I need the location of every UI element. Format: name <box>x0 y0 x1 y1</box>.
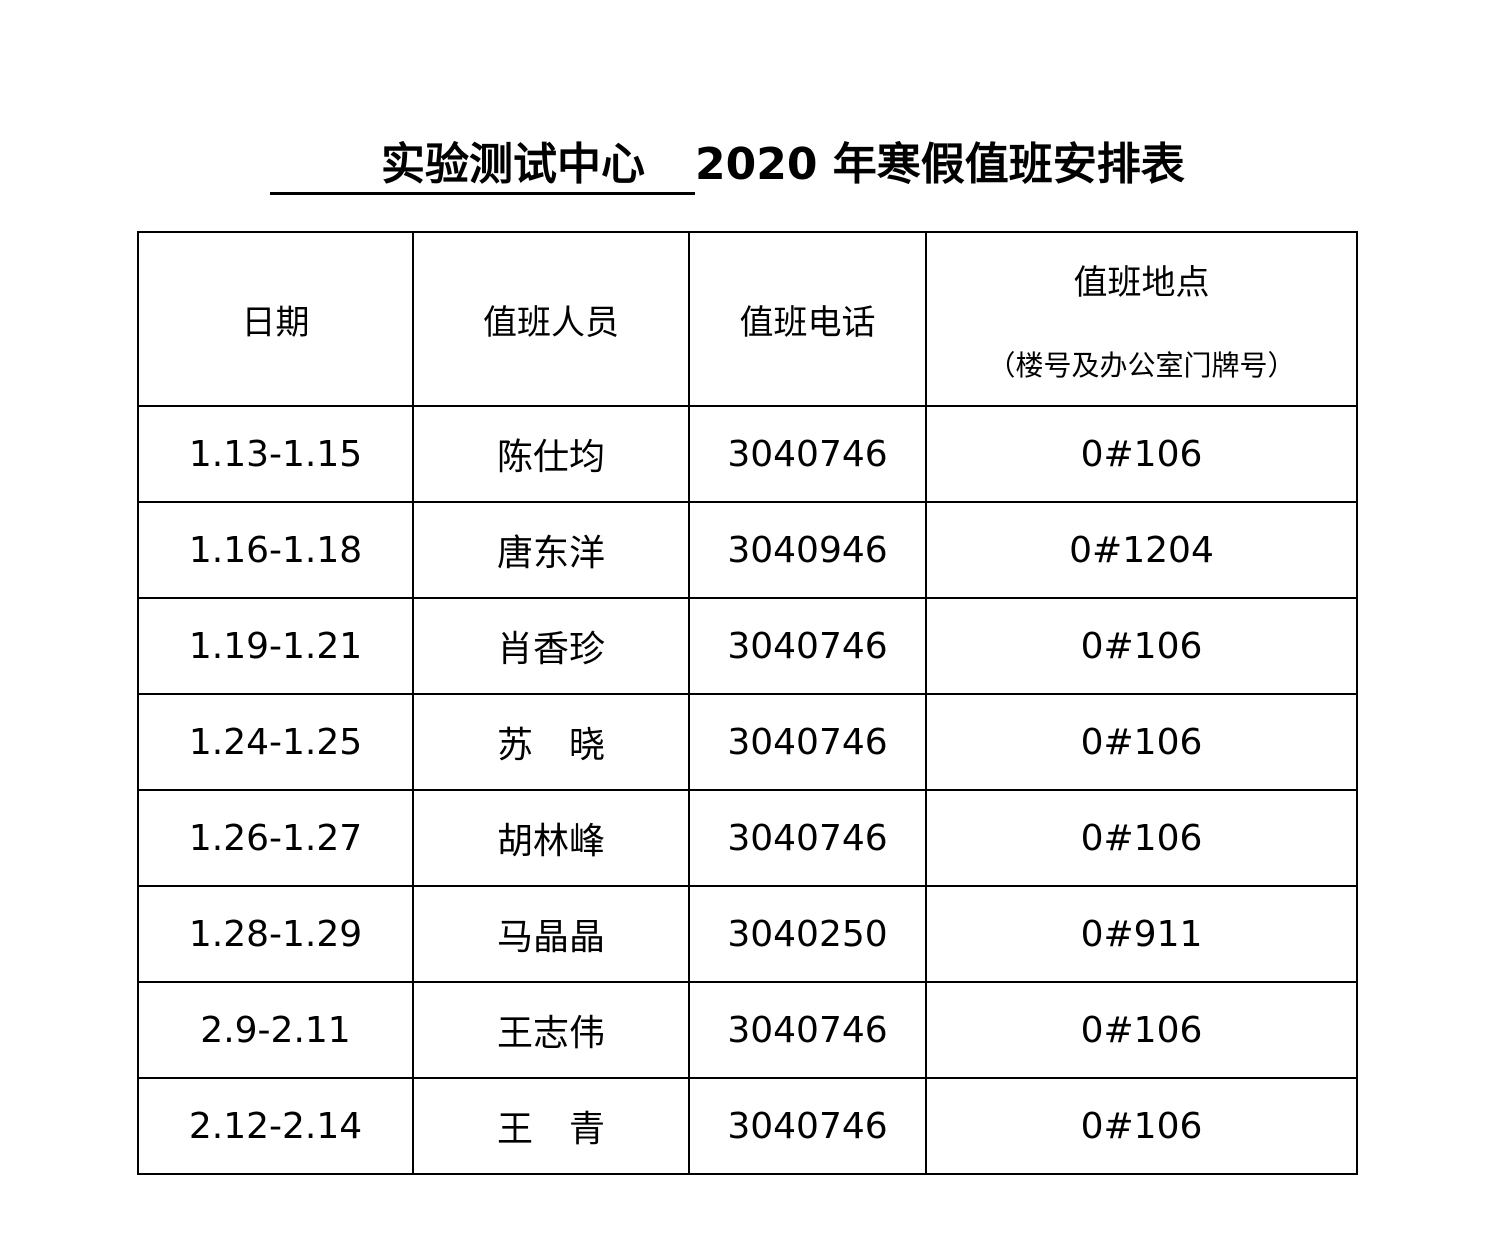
table-row: 2.12-2.14 王 青 3040746 0#106 <box>137 1077 1358 1175</box>
cell-location: 0#106 <box>925 981 1358 1079</box>
table-row: 1.19-1.21 肖香珍 3040746 0#106 <box>137 597 1358 695</box>
cell-date: 1.19-1.21 <box>137 597 414 695</box>
cell-person: 王 青 <box>412 1077 690 1175</box>
cell-person: 肖香珍 <box>412 597 690 695</box>
title-text: 2020 年寒假值班安排表 <box>695 139 1185 190</box>
cell-phone: 3040746 <box>688 405 927 503</box>
cell-phone: 3040746 <box>688 981 927 1079</box>
duty-schedule-table: 日期 值班人员 值班电话 值班地点 （楼号及办公室门牌号） 1.13-1.15 陈… <box>137 231 1358 1175</box>
header-location-note: （楼号及办公室门牌号） <box>987 348 1296 382</box>
title-organization: 实验测试中心 <box>270 138 695 195</box>
cell-person: 陈仕均 <box>412 405 690 503</box>
cell-phone: 3040250 <box>688 885 927 983</box>
cell-location: 0#106 <box>925 597 1358 695</box>
header-date: 日期 <box>137 231 414 407</box>
table-header-row: 日期 值班人员 值班电话 值班地点 （楼号及办公室门牌号） <box>137 231 1358 407</box>
header-location-label: 值班地点 <box>1073 262 1210 303</box>
cell-person: 马晶晶 <box>412 885 690 983</box>
table-row: 1.26-1.27 胡林峰 3040746 0#106 <box>137 789 1358 887</box>
cell-phone: 3040746 <box>688 1077 927 1175</box>
cell-person: 唐东洋 <box>412 501 690 599</box>
table-row: 2.9-2.11 王志伟 3040746 0#106 <box>137 981 1358 1079</box>
table-row: 1.16-1.18 唐东洋 3040946 0#1204 <box>137 501 1358 599</box>
cell-phone: 3040746 <box>688 597 927 695</box>
header-location: 值班地点 （楼号及办公室门牌号） <box>925 231 1358 407</box>
cell-location: 0#106 <box>925 1077 1358 1175</box>
cell-phone: 3040746 <box>688 789 927 887</box>
cell-person: 王志伟 <box>412 981 690 1079</box>
cell-date: 1.13-1.15 <box>137 405 414 503</box>
cell-location: 0#106 <box>925 405 1358 503</box>
cell-phone: 3040746 <box>688 693 927 791</box>
cell-person: 苏 晓 <box>412 693 690 791</box>
header-phone: 值班电话 <box>688 231 927 407</box>
cell-date: 1.16-1.18 <box>137 501 414 599</box>
cell-date: 1.24-1.25 <box>137 693 414 791</box>
cell-date: 1.28-1.29 <box>137 885 414 983</box>
page-title: 实验测试中心 2020 年寒假值班安排表 <box>270 138 1185 198</box>
table-row: 1.24-1.25 苏 晓 3040746 0#106 <box>137 693 1358 791</box>
table-row: 1.28-1.29 马晶晶 3040250 0#911 <box>137 885 1358 983</box>
cell-date: 1.26-1.27 <box>137 789 414 887</box>
table-row: 1.13-1.15 陈仕均 3040746 0#106 <box>137 405 1358 503</box>
cell-date: 2.9-2.11 <box>137 981 414 1079</box>
cell-phone: 3040946 <box>688 501 927 599</box>
cell-location: 0#106 <box>925 693 1358 791</box>
header-person: 值班人员 <box>412 231 690 407</box>
cell-location: 0#106 <box>925 789 1358 887</box>
cell-location: 0#911 <box>925 885 1358 983</box>
cell-date: 2.12-2.14 <box>137 1077 414 1175</box>
cell-location: 0#1204 <box>925 501 1358 599</box>
cell-person: 胡林峰 <box>412 789 690 887</box>
